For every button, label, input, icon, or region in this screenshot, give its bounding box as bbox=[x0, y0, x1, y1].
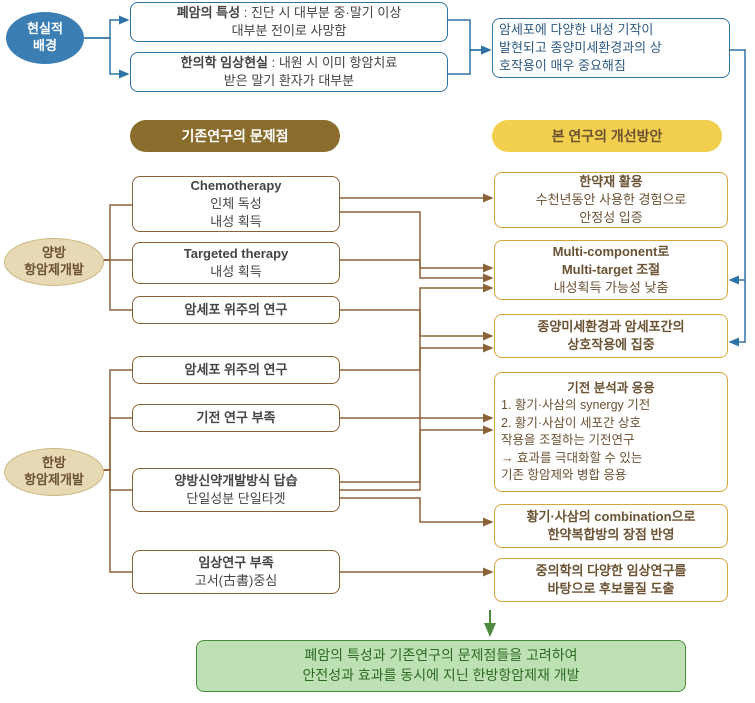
k4-l1: 고서(古書)중심 bbox=[195, 572, 278, 590]
topright-l3: 호작용이 매우 중요해짐 bbox=[499, 57, 626, 75]
conc-l1: 폐암의 특성과 기존연구의 문제점들을 고려하여 bbox=[304, 646, 577, 666]
r5-title: 황기·사삼의 combination으로 bbox=[527, 508, 696, 526]
context-line1: 현실적 bbox=[27, 21, 63, 38]
western-l2: 항암제개발 bbox=[24, 262, 84, 279]
conc-l2: 안전성과 효과를 동시에 지닌 한방항암제재 개발 bbox=[302, 666, 579, 686]
r6-clinical: 중의학의 다양한 임상연구를 바탕으로 후보물질 도출 bbox=[494, 558, 728, 602]
header-problems: 기존연구의 문제점 bbox=[130, 120, 340, 152]
r4-l1: 1. 황기·사삼의 synergy 기전 bbox=[501, 397, 650, 415]
top1-title: 폐암의 특성 bbox=[177, 5, 240, 20]
r4-title: 기전 분석과 응용 bbox=[567, 380, 654, 398]
k4-clinical-lack: 임상연구 부족 고서(古書)중심 bbox=[132, 550, 340, 594]
top-right-box: 암세포에 다양한 내성 기작이 발현되고 종양미세환경과의 상 호작용이 매우 … bbox=[492, 18, 730, 78]
k4-title: 임상연구 부족 bbox=[198, 554, 273, 572]
r4-l2: 2. 황기·사삼이 세포간 상호 bbox=[501, 415, 641, 433]
r2-title: Multi-component로 bbox=[553, 243, 670, 261]
r4-l4: → 효과를 극대화할 수 있는 bbox=[501, 450, 642, 468]
korean-l1: 한방 bbox=[42, 455, 66, 472]
header-right-text: 본 연구의 개선방안 bbox=[552, 126, 663, 146]
k2-title: 기전 연구 부족 bbox=[197, 409, 276, 427]
r2-l1: 내성획득 가능성 낮춤 bbox=[554, 279, 669, 297]
r2-multi: Multi-component로 Multi-target 조절 내성획득 가능… bbox=[494, 240, 728, 300]
w2-targeted: Targeted therapy 내성 획득 bbox=[132, 242, 340, 284]
r6-title2: 바탕으로 후보물질 도출 bbox=[548, 580, 675, 598]
k2-mechanism: 기전 연구 부족 bbox=[132, 404, 340, 432]
top2-l2: 받은 말기 환자가 대부분 bbox=[224, 72, 354, 90]
w1-l1: 인체 독성 bbox=[210, 195, 261, 213]
conclusion-box: 폐암의 특성과 기존연구의 문제점들을 고려하여 안전성과 효과를 동시에 지닌… bbox=[196, 640, 686, 692]
top-box-lung-cancer: 폐암의 특성 : 진단 시 대부분 중·말기 이상 대부분 전이로 사망함 bbox=[130, 2, 448, 42]
header-solutions: 본 연구의 개선방안 bbox=[492, 120, 722, 152]
w3-title: 암세포 위주의 연구 bbox=[185, 301, 288, 319]
top2-l1: : 내원 시 이미 항암치료 bbox=[272, 55, 398, 70]
r4-l5: 기존 항암제와 병합 응용 bbox=[501, 467, 626, 485]
r6-title: 중의학의 다양한 임상연구를 bbox=[536, 562, 687, 580]
r3-title2: 상호작용에 집중 bbox=[567, 336, 654, 354]
western-ellipse: 양방 항암제개발 bbox=[4, 238, 104, 286]
context-ellipse: 현실적 배경 bbox=[6, 12, 84, 64]
header-left-text: 기존연구의 문제점 bbox=[182, 126, 289, 146]
western-l1: 양방 bbox=[42, 245, 66, 262]
topright-l2: 발현되고 종양미세환경과의 상 bbox=[499, 39, 662, 57]
w2-title: Targeted therapy bbox=[184, 245, 289, 263]
r5-combination: 황기·사삼의 combination으로 한약복합방의 장점 반영 bbox=[494, 504, 728, 548]
top1-l1: : 진단 시 대부분 중·말기 이상 bbox=[244, 5, 402, 20]
w1-chemo: Chemotherapy 인체 독성 내성 획득 bbox=[132, 176, 340, 232]
k3-l1: 단일성분 단일타겟 bbox=[186, 490, 285, 508]
r1-title: 한약재 활용 bbox=[579, 173, 642, 191]
korean-l2: 항암제개발 bbox=[24, 472, 84, 489]
r1-l1: 수천년동안 사용한 경험으로 bbox=[536, 191, 687, 209]
r4-l3: 작용을 조절하는 기전연구 bbox=[501, 432, 634, 450]
r2-title2: Multi-target 조절 bbox=[562, 261, 660, 279]
topright-l1: 암세포에 다양한 내성 기작이 bbox=[499, 21, 653, 39]
k1-title: 암세포 위주의 연구 bbox=[185, 361, 288, 379]
w1-title: Chemotherapy bbox=[190, 177, 281, 195]
w2-l1: 내성 획득 bbox=[210, 263, 261, 281]
r1-herbal: 한약재 활용 수천년동안 사용한 경험으로 안정성 입증 bbox=[494, 172, 728, 228]
w1-l2: 내성 획득 bbox=[210, 213, 261, 231]
k3-title: 양방신약개발방식 답습 bbox=[174, 472, 297, 490]
r4-mechanism: 기전 분석과 응용 1. 황기·사삼의 synergy 기전 2. 황기·사삼이… bbox=[494, 372, 728, 492]
r5-title2: 한약복합방의 장점 반영 bbox=[548, 526, 675, 544]
r3-tme: 종양미세환경과 암세포간의 상호작용에 집중 bbox=[494, 314, 728, 358]
korean-ellipse: 한방 항암제개발 bbox=[4, 448, 104, 496]
context-line2: 배경 bbox=[33, 38, 57, 55]
r3-title: 종양미세환경과 암세포간의 bbox=[537, 318, 684, 336]
k1-cellcentric: 암세포 위주의 연구 bbox=[132, 356, 340, 384]
r1-l2: 안정성 입증 bbox=[579, 209, 642, 227]
top2-title: 한의학 임상현실 bbox=[181, 55, 268, 70]
top-box-clinical: 한의학 임상현실 : 내원 시 이미 항암치료 받은 말기 환자가 대부분 bbox=[130, 52, 448, 92]
k3-western-mimic: 양방신약개발방식 답습 단일성분 단일타겟 bbox=[132, 468, 340, 512]
top1-l2: 대부분 전이로 사망함 bbox=[232, 22, 347, 40]
w3-cellcentric: 암세포 위주의 연구 bbox=[132, 296, 340, 324]
